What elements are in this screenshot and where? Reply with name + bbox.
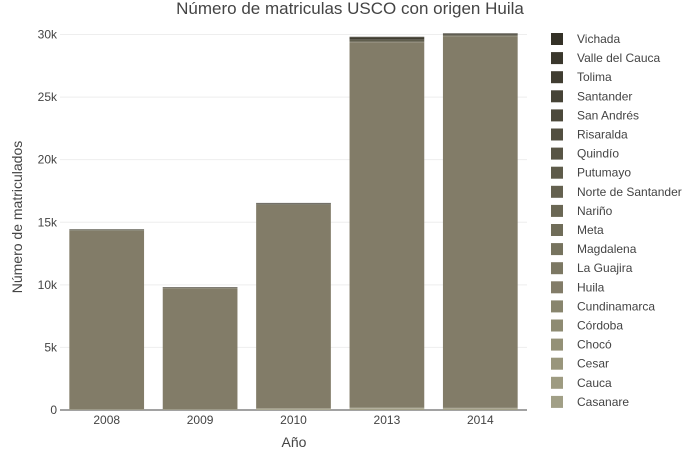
legend-swatch xyxy=(551,376,563,389)
chart-title: Número de matriculas USCO con origen Hui… xyxy=(176,0,524,18)
bar-segment[interactable]: Putumayo 2014: 50 xyxy=(442,35,518,36)
bar-segment[interactable]: Cundinamarca 2013: 60 xyxy=(349,407,425,408)
bar-segment[interactable]: Cundinamarca 2014: 50 xyxy=(442,407,518,409)
legend-item[interactable]: Risaralda xyxy=(551,128,628,142)
x-tick-label: 2010 xyxy=(280,413,307,427)
legend-swatch xyxy=(551,128,563,141)
x-tick-label: 2008 xyxy=(93,413,120,427)
legend-label: Valle del Cauca xyxy=(577,51,660,65)
legend-item[interactable]: Vichada xyxy=(551,32,620,46)
legend-item[interactable]: Cesar xyxy=(551,357,609,371)
bar-segment[interactable]: Huila 2013: 29150 xyxy=(349,42,425,408)
legend-swatch xyxy=(551,338,563,351)
legend-swatch xyxy=(551,300,563,313)
x-tick-label: 2013 xyxy=(374,413,401,427)
legend-item[interactable]: Chocó xyxy=(551,338,612,352)
bar-segment[interactable]: Putumayo 2010: 40 xyxy=(256,204,331,205)
legend-item[interactable]: Córdoba xyxy=(551,319,623,333)
legend-label: Córdoba xyxy=(577,319,623,333)
bar-segment[interactable]: Casanare 2010: 60 xyxy=(256,409,331,410)
legend-swatch xyxy=(551,204,563,217)
y-tick-label: 0 xyxy=(50,403,57,417)
legend-label: La Guajira xyxy=(577,261,633,275)
bar-segment[interactable]: Casanare 2013: 90 xyxy=(349,408,425,410)
bar-segment[interactable]: Casanare 2014: 80 xyxy=(442,408,518,410)
legend-item[interactable]: Valle del Cauca xyxy=(551,51,660,65)
legend-item[interactable]: Santander xyxy=(551,89,632,103)
legend-label: Santander xyxy=(577,89,632,103)
legend-item[interactable]: Nariño xyxy=(551,204,613,218)
y-tick-label: 30k xyxy=(38,28,58,42)
legend-item[interactable]: Cundinamarca xyxy=(551,299,655,313)
legend-swatch xyxy=(551,224,563,236)
legend-label: Magdalena xyxy=(577,242,637,256)
legend-item[interactable]: Magdalena xyxy=(551,242,637,256)
legend-label: Putumayo xyxy=(577,166,631,180)
x-axis-ticks: 2008 2009 2010 2013 2014 xyxy=(93,413,494,427)
bar-segment[interactable]: Huila 2010: 16250 xyxy=(256,204,331,409)
legend-swatch xyxy=(551,90,563,103)
bar-segment[interactable]: Tolima 2010: 40 xyxy=(256,203,331,204)
legend[interactable]: Vichada Valle del Cauca Tolima Santander San… xyxy=(551,32,682,409)
legend-label: Risaralda xyxy=(577,128,628,142)
x-axis-title: Año xyxy=(282,434,307,450)
legend-swatch xyxy=(551,319,563,332)
legend-swatch xyxy=(551,357,563,370)
legend-item[interactable]: Casanare xyxy=(551,395,629,409)
legend-label: Chocó xyxy=(577,338,612,352)
bar-segment[interactable]: Putumayo 2013: 120 xyxy=(349,40,425,42)
legend-label: Cesar xyxy=(577,357,609,371)
bar-segment[interactable]: Tolima 2014: 60 xyxy=(442,33,518,35)
bar-segment[interactable]: Cauca 2013: 40 xyxy=(349,408,425,409)
x-tick-label: 2009 xyxy=(187,413,214,427)
bars[interactable]: Casanare 2008: 30Cauca 2008: 10Cesar 200… xyxy=(69,33,518,410)
legend-item[interactable]: Cauca xyxy=(551,376,612,390)
legend-item[interactable]: La Guajira xyxy=(551,261,633,275)
legend-swatch xyxy=(551,243,563,256)
bar-segment[interactable]: Tolima 2013: 180 xyxy=(349,37,425,40)
y-axis-title: Número de matriculados xyxy=(9,141,25,294)
legend-label: Cauca xyxy=(577,376,612,390)
legend-swatch xyxy=(551,262,563,275)
legend-label: Meta xyxy=(577,223,604,237)
legend-swatch xyxy=(551,71,563,84)
legend-label: Norte de Santander xyxy=(577,185,682,199)
legend-label: Huila xyxy=(577,280,605,294)
bar-segment[interactable]: Huila 2014: 29650 xyxy=(442,36,518,408)
bar-segment[interactable]: Huila 2008: 14250 xyxy=(69,230,145,410)
x-tick-label: 2014 xyxy=(467,413,494,427)
legend-label: Nariño xyxy=(577,204,613,218)
legend-item[interactable]: Tolima xyxy=(551,70,612,84)
legend-swatch xyxy=(551,147,563,160)
legend-item[interactable]: Meta xyxy=(551,223,604,237)
legend-swatch xyxy=(551,33,563,45)
y-tick-label: 20k xyxy=(38,153,58,167)
legend-label: Vichada xyxy=(577,32,620,46)
legend-label: San Andrés xyxy=(577,108,639,122)
y-tick-label: 5k xyxy=(44,340,58,354)
legend-label: Quindío xyxy=(577,147,619,161)
legend-item[interactable]: Norte de Santander xyxy=(551,185,682,199)
legend-label: Cundinamarca xyxy=(577,299,655,313)
legend-swatch xyxy=(551,109,563,122)
y-axis-ticks: 0 5k 10k 15k 20k 25k 30k xyxy=(38,28,58,417)
bar-segment[interactable]: Huila 2009: 9650 xyxy=(162,288,238,410)
y-tick-label: 15k xyxy=(38,215,58,229)
legend-label: Tolima xyxy=(577,70,612,84)
legend-item[interactable]: Quindío xyxy=(551,147,619,161)
y-tick-label: 10k xyxy=(38,278,58,292)
legend-label: Casanare xyxy=(577,395,629,409)
legend-swatch xyxy=(551,395,563,408)
legend-item[interactable]: Huila xyxy=(551,280,605,294)
legend-swatch xyxy=(551,166,563,179)
legend-item[interactable]: Putumayo xyxy=(551,166,631,180)
legend-item[interactable]: San Andrés xyxy=(551,108,639,122)
legend-swatch xyxy=(551,52,563,65)
legend-swatch xyxy=(551,185,563,198)
legend-swatch xyxy=(551,281,563,294)
y-tick-label: 25k xyxy=(38,90,58,104)
